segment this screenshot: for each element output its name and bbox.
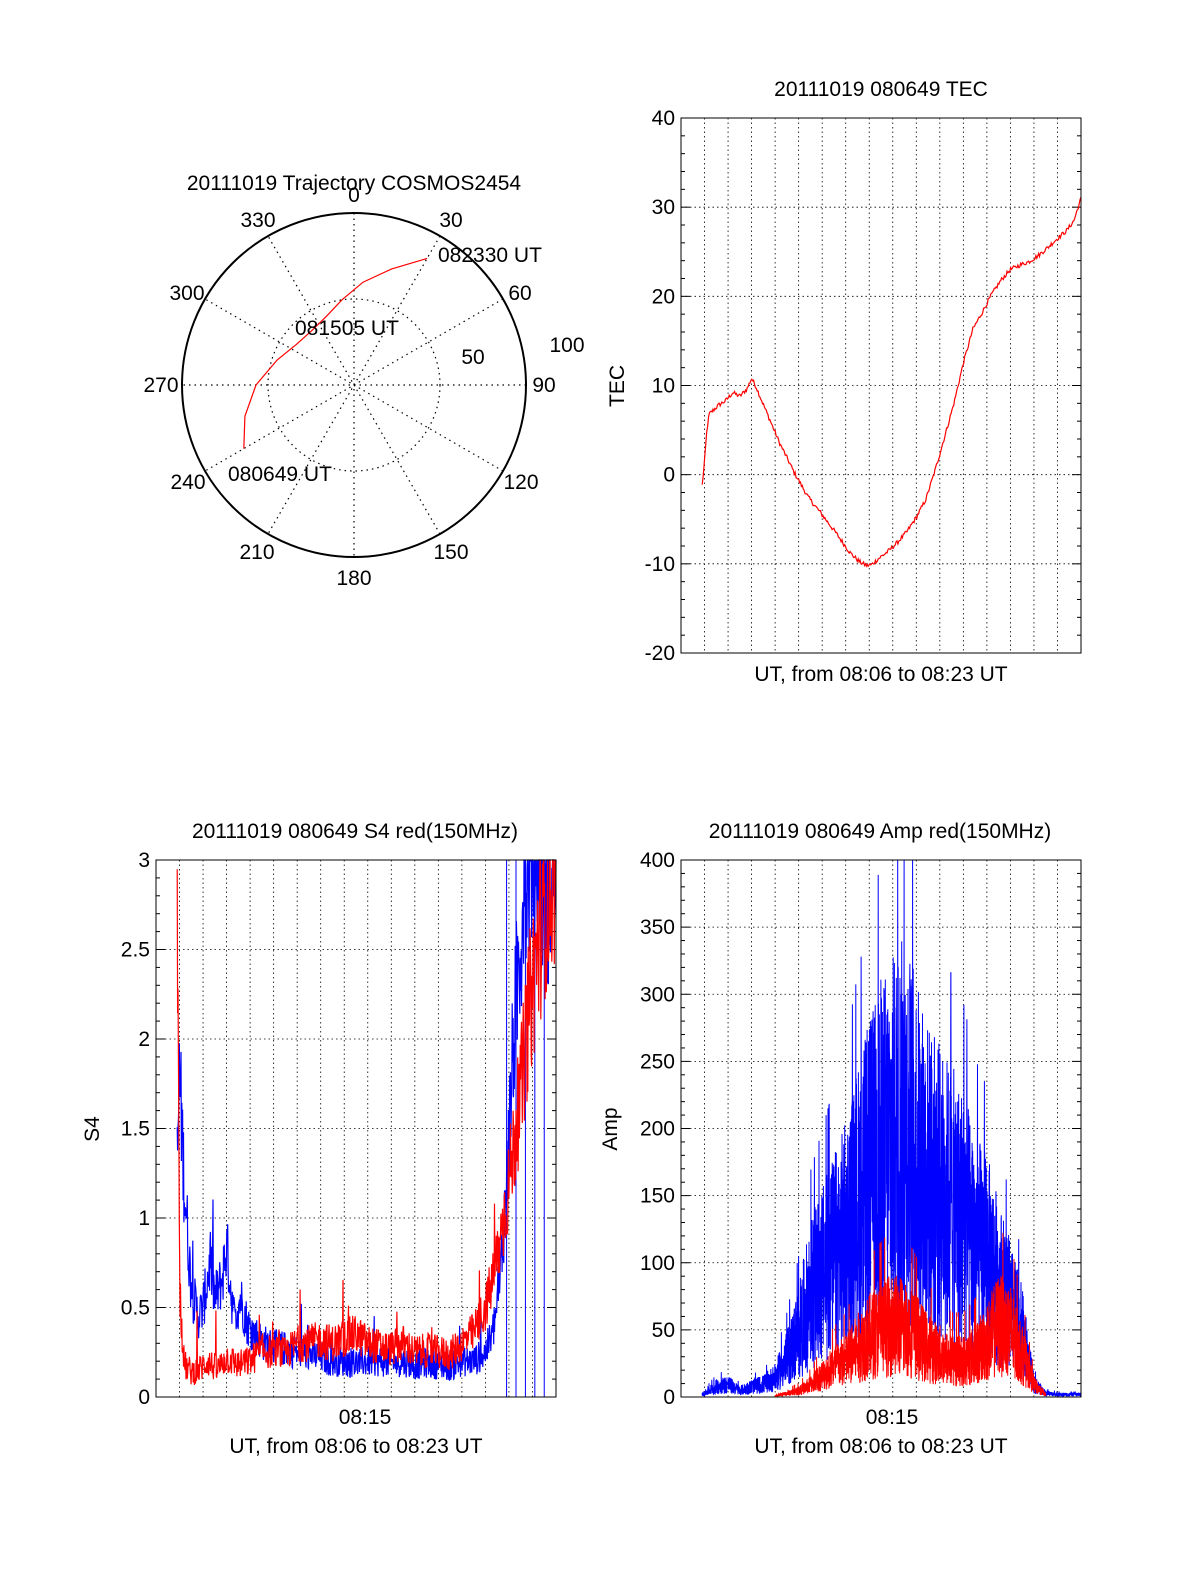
polar-annotation-mid: 081505 UT <box>295 317 399 340</box>
s4-ytick-label: 0.5 <box>121 1297 150 1320</box>
polar-angle-label: 150 <box>433 541 468 564</box>
tec-ytick-label: 30 <box>652 196 675 219</box>
amp-frame <box>680 859 1082 1398</box>
s4-ytick-label: 3 <box>138 849 150 872</box>
polar-angle-label: 60 <box>508 282 531 305</box>
s4-ytick-label: 0 <box>138 1386 150 1409</box>
amp-ytick-label: 300 <box>640 983 675 1006</box>
s4-xtick-label: 08:15 <box>339 1406 392 1429</box>
s4-series-blue <box>176 859 557 1381</box>
s4-ylabel: S4 <box>81 1116 104 1142</box>
s4-title: 20111019 080649 S4 red(150MHz) <box>192 820 518 843</box>
s4-ytick-label: 2.5 <box>121 939 150 962</box>
tec-ytick-label: 20 <box>652 285 675 308</box>
s4-ytick-label: 1.5 <box>121 1118 150 1141</box>
amp-ytick-labels: 0 50 100 150 200 250 300 350 400 <box>640 849 675 1409</box>
s4-ytick-label: 2 <box>138 1028 150 1051</box>
polar-ring-50 <box>267 298 441 472</box>
amp-ytick-label: 0 <box>663 1386 675 1409</box>
amp-series-red <box>774 1232 1047 1398</box>
tec-title: 20111019 080649 TEC <box>774 78 988 101</box>
polar-angle-label: 210 <box>239 541 274 564</box>
polar-angle-label: 330 <box>240 209 275 232</box>
amp-title: 20111019 080649 Amp red(150MHz) <box>709 820 1051 843</box>
amp-ytick-label: 150 <box>640 1185 675 1208</box>
s4-ytick-label: 1 <box>138 1207 150 1230</box>
polar-title: 20111019 Trajectory COSMOS2454 <box>187 172 522 195</box>
s4-frame <box>155 859 557 1398</box>
tec-series-line <box>701 196 1082 568</box>
tec-ylabel: TEC <box>606 365 629 407</box>
amp-ytick-label: 200 <box>640 1118 675 1141</box>
polar-frame <box>181 212 527 558</box>
amp-xtick-label: 08:15 <box>866 1406 919 1429</box>
tec-ytick-label: 0 <box>663 464 675 487</box>
polar-angle-label: 240 <box>170 471 205 494</box>
amp-ylabel: Amp <box>599 1107 622 1150</box>
polar-spoke <box>267 235 441 535</box>
s4-ytick-labels: 0 0.5 1 1.5 2 2.5 3 <box>121 849 150 1409</box>
tec-frame <box>680 117 1082 654</box>
s4-xlabel: UT, from 08:06 to 08:23 UT <box>229 1435 482 1458</box>
polar-radial-label-100: 100 <box>549 334 584 357</box>
polar-angle-label: 270 <box>143 374 178 397</box>
amp-ytick-label: 50 <box>652 1319 675 1342</box>
polar-radial-label-50: 50 <box>461 346 484 369</box>
tec-grid <box>681 117 1081 654</box>
tec-ytick-label: -10 <box>645 553 675 576</box>
tec-ytick-label: 10 <box>652 375 675 398</box>
polar-angle-label: 90 <box>532 374 555 397</box>
tec-xlabel: UT, from 08:06 to 08:23 UT <box>754 663 1007 686</box>
polar-angle-label: 30 <box>439 209 462 232</box>
amp-chart: 20111019 080649 Amp red(150MHz) 0 50 100 15… <box>599 820 1082 1458</box>
polar-angle-label: 0 <box>348 184 360 207</box>
tec-ytick-labels: -20 -10 0 10 20 30 40 <box>645 107 675 665</box>
polar-chart: 20111019 Trajectory COSMOS2454 0 30 60 90 12… <box>143 172 584 590</box>
amp-ytick-label: 100 <box>640 1252 675 1275</box>
amp-ytick-label: 250 <box>640 1050 675 1073</box>
polar-annotation-start: 080649 UT <box>228 463 332 486</box>
tec-ytick-label: 40 <box>652 107 675 130</box>
s4-series-red <box>176 859 556 1386</box>
polar-grid <box>182 213 526 557</box>
polar-annotation-end: 082330 UT <box>438 244 542 267</box>
polar-angle-label: 120 <box>503 471 538 494</box>
amp-ytick-label: 350 <box>640 916 675 939</box>
s4-grid <box>156 859 556 1398</box>
amp-ytick-label: 400 <box>640 849 675 872</box>
polar-trajectory-line <box>243 257 428 449</box>
tec-ytick-label: -20 <box>645 642 675 665</box>
polar-angle-labels: 0 30 60 90 120 150 180 210 240 270 300 330 <box>143 184 555 590</box>
polar-angle-label: 300 <box>169 282 204 305</box>
amp-xlabel: UT, from 08:06 to 08:23 UT <box>754 1435 1007 1458</box>
s4-chart: 20111019 080649 S4 red(150MHz) 0 0.5 1 1.5 2… <box>81 820 557 1458</box>
polar-angle-label: 180 <box>336 567 371 590</box>
